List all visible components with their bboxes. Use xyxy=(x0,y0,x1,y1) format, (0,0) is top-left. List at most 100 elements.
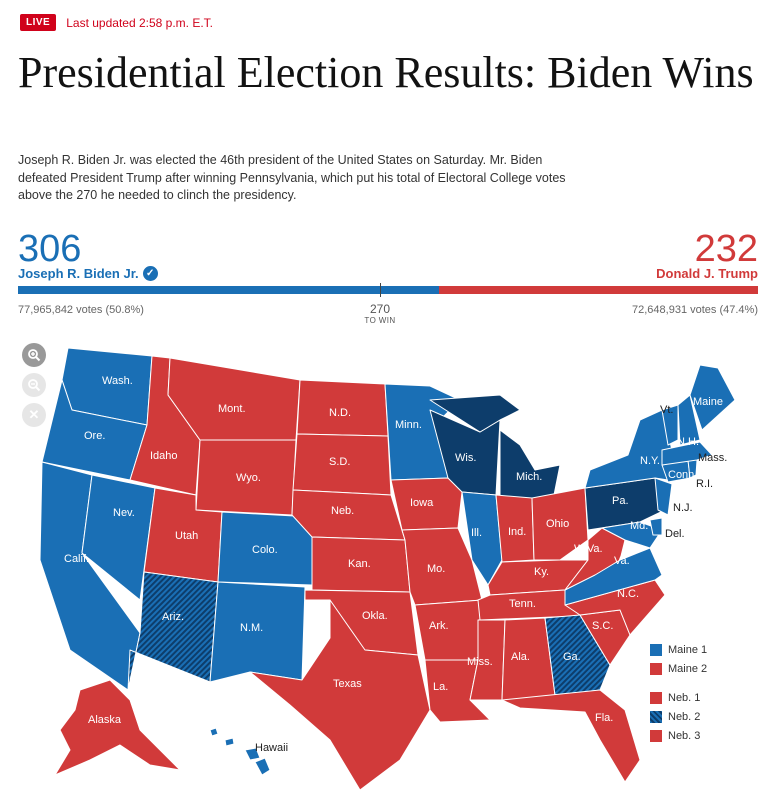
zoom-in-icon[interactable] xyxy=(22,343,46,367)
electoral-tally: 306 232 Joseph R. Biden Jr. ✓ Donald J. … xyxy=(18,230,758,330)
label-la: La. xyxy=(433,681,448,693)
biden-name: Joseph R. Biden Jr. ✓ xyxy=(18,266,158,281)
state-mi xyxy=(499,429,561,506)
state-tx xyxy=(249,599,431,791)
legend-label: Neb. 2 xyxy=(668,710,701,723)
label-wv: W.Va. xyxy=(574,543,603,555)
label-sd: S.D. xyxy=(329,456,350,468)
legend-item: Neb. 2 xyxy=(650,707,707,726)
electoral-bar-biden xyxy=(18,286,439,294)
state-hi-1 xyxy=(209,727,219,737)
live-row: LIVE Last updated 2:58 p.m. E.T. xyxy=(20,14,213,31)
legend-swatch-dem-flip xyxy=(650,710,662,723)
label-sc: S.C. xyxy=(592,620,613,632)
last-updated: Last updated 2:58 p.m. E.T. xyxy=(66,15,213,30)
us-election-map: Wash. Ore. Calif. Nev. Idaho Mont. Wyo. … xyxy=(39,347,736,791)
legend-label: Maine 1 xyxy=(668,643,708,656)
legend-swatch-dem xyxy=(650,643,662,656)
legend-item: Maine 1 xyxy=(650,640,707,659)
label-mn: Minn. xyxy=(395,419,422,431)
label-ky: Ky. xyxy=(534,566,549,578)
legend-label: Neb. 1 xyxy=(668,691,701,704)
state-de xyxy=(649,517,663,536)
trump-name: Donald J. Trump xyxy=(656,266,758,281)
label-id: Idaho xyxy=(150,450,178,462)
check-circle-icon: ✓ xyxy=(142,266,158,281)
label-oh: Ohio xyxy=(546,518,569,530)
legend-item: Neb. 1 xyxy=(650,688,707,707)
label-fl: Fla. xyxy=(595,712,613,724)
state-il xyxy=(461,491,503,586)
label-co: Colo. xyxy=(252,544,278,556)
state-nv xyxy=(81,474,156,601)
state-oh xyxy=(531,487,589,561)
label-pa: Pa. xyxy=(612,495,629,507)
label-ri: R.I. xyxy=(696,478,713,490)
to-win-text: TO WIN xyxy=(364,316,396,325)
state-nh xyxy=(677,394,701,446)
to-win-marker xyxy=(380,283,381,297)
label-md: Md. xyxy=(630,520,648,532)
label-wa: Wash. xyxy=(102,375,133,387)
legend-item: Maine 2 xyxy=(650,659,707,678)
label-ut: Utah xyxy=(175,530,198,542)
state-ak xyxy=(54,679,181,776)
label-ar: Ark. xyxy=(429,620,449,632)
legend-label: Maine 2 xyxy=(668,662,708,675)
zoom-out-icon[interactable] xyxy=(22,373,46,397)
state-ms xyxy=(469,619,506,701)
state-hi-2 xyxy=(224,737,235,747)
label-me: Maine xyxy=(693,396,723,408)
label-hi: Hawaii xyxy=(255,742,288,754)
label-vt: Vt. xyxy=(660,404,673,416)
label-ks: Kan. xyxy=(348,558,371,570)
label-al: Ala. xyxy=(511,651,530,663)
state-fl xyxy=(501,689,641,783)
label-ga: Ga. xyxy=(563,651,581,663)
label-ak: Alaska xyxy=(88,714,122,726)
state-hi-4 xyxy=(254,757,271,776)
label-or: Ore. xyxy=(84,430,105,442)
label-wy: Wyo. xyxy=(236,472,261,484)
label-nh: N.H. xyxy=(677,436,699,448)
electoral-bar xyxy=(18,283,758,297)
state-vt xyxy=(661,404,679,446)
biden-electoral-votes: 306 xyxy=(18,228,82,270)
label-ca: Calif. xyxy=(64,553,89,565)
legend-swatch-rep xyxy=(650,662,662,675)
label-mo: Mo. xyxy=(427,563,445,575)
biden-popular-votes: 77,965,842 votes (50.8%) xyxy=(18,304,144,316)
label-ia: Iowa xyxy=(410,497,434,509)
label-ct: Conn. xyxy=(668,469,697,481)
biden-name-label: Joseph R. Biden Jr. xyxy=(18,266,139,281)
summary-text: Joseph R. Biden Jr. was elected the 46th… xyxy=(18,153,566,202)
label-in: Ind. xyxy=(508,526,526,538)
label-nc: N.C. xyxy=(617,588,639,600)
to-win-number: 270 xyxy=(369,302,391,316)
legend-label: Neb. 3 xyxy=(668,729,701,742)
label-ok: Okla. xyxy=(362,610,388,622)
page-title: Presidential Election Results: Biden Win… xyxy=(18,48,754,97)
label-il: Ill. xyxy=(471,527,482,539)
label-nd: N.D. xyxy=(329,407,351,419)
label-tn: Tenn. xyxy=(509,598,536,610)
state-hi-3 xyxy=(244,747,261,761)
state-ia xyxy=(390,477,463,531)
to-win-label: 270 TO WIN xyxy=(355,302,405,325)
label-va: Va. xyxy=(614,555,630,567)
state-me xyxy=(689,364,736,431)
trump-electoral-votes: 232 xyxy=(694,228,758,270)
label-ma: Mass. xyxy=(698,452,727,464)
live-badge: LIVE xyxy=(20,14,57,31)
state-ny xyxy=(584,409,673,489)
legend-item: Neb. 3 xyxy=(650,726,707,745)
legend-swatch-rep xyxy=(650,691,662,704)
legend-swatch-rep xyxy=(650,729,662,742)
label-ny: N.Y. xyxy=(640,455,660,467)
label-tx: Texas xyxy=(333,678,362,690)
label-nm: N.M. xyxy=(240,622,263,634)
trump-popular-votes: 72,648,931 votes (47.4%) xyxy=(632,304,758,316)
label-de: Del. xyxy=(665,528,685,540)
label-mt: Mont. xyxy=(218,403,246,415)
close-icon[interactable]: ✕ xyxy=(22,403,46,427)
